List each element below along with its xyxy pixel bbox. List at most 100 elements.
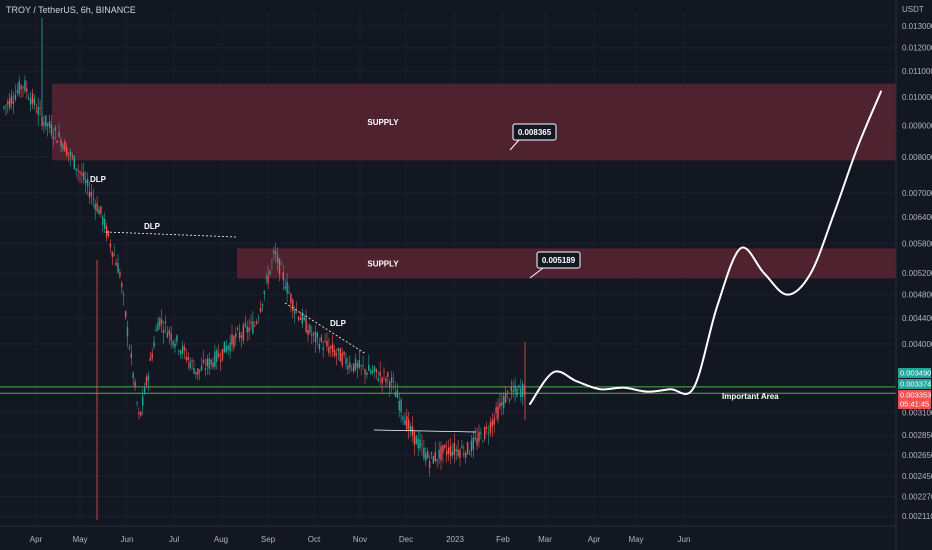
candle-body	[491, 420, 493, 427]
candle-body	[499, 403, 501, 408]
candle-body	[88, 191, 91, 198]
candle-body	[181, 345, 184, 354]
candle-body	[506, 390, 509, 392]
time-tick-label: Jun	[678, 535, 691, 544]
candle-body	[493, 418, 495, 425]
candle-body	[31, 93, 34, 104]
candle-body	[170, 333, 172, 341]
candle-body	[292, 300, 294, 312]
candle-body	[400, 399, 402, 413]
candle-body	[257, 317, 260, 319]
candle-body	[140, 411, 142, 416]
supply-zone-label: SUPPLY	[367, 118, 399, 127]
candle-body	[276, 255, 279, 263]
price-tag-label: 0.003353	[900, 391, 931, 400]
callout-box	[536, 251, 581, 269]
candle-body	[229, 342, 231, 352]
candle-body	[47, 123, 49, 126]
candle-body	[254, 325, 256, 326]
candle-body	[423, 447, 425, 459]
candle-body	[159, 317, 161, 327]
candle-body	[174, 343, 176, 348]
candle-body	[199, 369, 201, 372]
candle-body	[259, 307, 262, 312]
candle-body	[320, 336, 322, 342]
price-tag-label: 0.003374	[900, 380, 931, 389]
candle-body	[508, 399, 511, 401]
candle-body	[7, 101, 9, 105]
candle-body	[453, 443, 455, 455]
candle-body	[305, 318, 307, 333]
candle-body	[398, 400, 400, 411]
candle-body	[381, 377, 383, 384]
candle-body	[409, 425, 412, 431]
candle-body	[67, 152, 70, 154]
candle-body	[212, 362, 214, 368]
candle-body	[216, 350, 218, 362]
candle-body	[390, 377, 393, 383]
candle-body	[273, 250, 275, 253]
time-axis[interactable]: Apr May Jun Jul Aug Sep Oct Nov Dec 2023 Feb Mar Apr…	[0, 525, 896, 544]
projection-curve	[529, 90, 882, 405]
time-tick-label: 2023	[446, 535, 464, 544]
candle-body	[62, 144, 64, 150]
candle-body	[166, 332, 169, 338]
candle-body	[394, 392, 397, 397]
candle-body	[470, 440, 473, 452]
time-tick-label: Oct	[308, 535, 321, 544]
candle-body	[432, 456, 435, 464]
candle-body	[155, 329, 157, 331]
candle-body	[299, 318, 302, 321]
candle-body	[322, 347, 324, 350]
candle-body	[371, 370, 374, 374]
candle-body	[214, 351, 216, 368]
candle-body	[20, 85, 22, 90]
callout-box	[512, 123, 557, 141]
candle-body	[92, 198, 94, 200]
candle-body	[138, 412, 140, 415]
candle-body	[478, 431, 480, 442]
candle-body	[463, 453, 465, 455]
candle-body	[278, 258, 281, 275]
candle-body	[123, 294, 125, 296]
callout-value: 0.005189	[542, 256, 576, 265]
candle-body	[180, 350, 182, 355]
candle-body	[102, 217, 104, 225]
candle-body	[128, 347, 131, 349]
candle-body	[311, 334, 313, 337]
time-tick-label: Mar	[538, 535, 552, 544]
candle-body	[50, 124, 53, 136]
candle-body	[352, 363, 355, 372]
candle-body	[157, 322, 159, 331]
candle-body	[168, 330, 170, 335]
time-tick-label: Jun	[121, 535, 134, 544]
candle-body	[79, 171, 81, 174]
candle-body	[324, 341, 326, 342]
candle-body	[149, 357, 151, 361]
candle-body	[504, 393, 507, 403]
candle-body	[219, 359, 222, 362]
candle-body	[455, 449, 457, 452]
candle-body	[235, 333, 237, 338]
price-tick-label: 0.011000	[902, 67, 932, 76]
important-area-label: Important Area	[722, 392, 779, 401]
time-tick-label: Aug	[214, 535, 228, 544]
candle-body	[263, 291, 265, 295]
candle-body	[396, 390, 398, 398]
candle-body	[343, 351, 345, 355]
candle-body	[314, 331, 317, 343]
candle-body	[250, 321, 252, 324]
candle-body	[176, 335, 178, 342]
candle-body	[341, 352, 343, 366]
candle-body	[14, 94, 17, 100]
candle-body	[134, 381, 136, 388]
candle-body	[130, 353, 132, 358]
candle-body	[3, 106, 5, 109]
candle-body	[195, 371, 197, 374]
candle-body	[459, 450, 461, 458]
